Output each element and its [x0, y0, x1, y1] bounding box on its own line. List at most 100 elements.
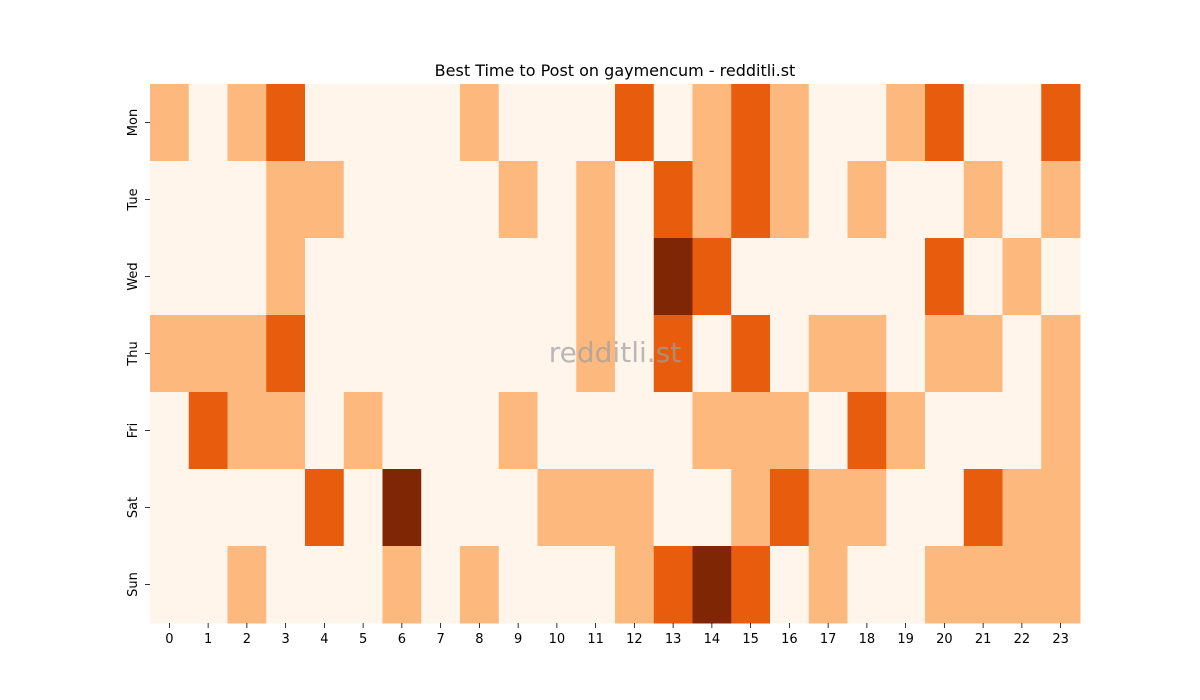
- heatmap-cell-tue-23: [1041, 161, 1081, 239]
- heatmap-cell-sun-23: [1041, 546, 1081, 624]
- heatmap-cell-tue-8: [460, 161, 500, 239]
- x-tick-label: 12: [626, 632, 643, 647]
- heatmap-cell-fri-18: [847, 392, 887, 470]
- heatmap-cell-sat-5: [343, 469, 383, 547]
- y-tick-label: Mon: [126, 109, 141, 136]
- heatmap-cell-mon-18: [847, 84, 887, 162]
- heatmap-cell-sun-1: [188, 546, 228, 624]
- heatmap-cell-fri-8: [460, 392, 500, 470]
- heatmap-cell-tue-19: [886, 161, 926, 239]
- x-tick-label: 2: [243, 632, 251, 647]
- heatmap-cell-sun-13: [653, 546, 693, 624]
- heatmap-cell-fri-23: [1041, 392, 1081, 470]
- heatmap-cell-tue-22: [1002, 161, 1042, 239]
- heatmap-cell-mon-21: [963, 84, 1003, 162]
- heatmap-cell-wed-13: [653, 238, 693, 316]
- heatmap-cell-fri-4: [305, 392, 345, 470]
- x-tick-label: 11: [587, 632, 604, 647]
- heatmap-cell-tue-6: [382, 161, 422, 239]
- x-tick-label: 15: [742, 632, 759, 647]
- heatmap-cell-thu-8: [460, 315, 500, 393]
- heatmap-cell-wed-12: [615, 238, 655, 316]
- heatmap-cell-sat-6: [382, 469, 422, 547]
- heatmap-cell-tue-17: [808, 161, 848, 239]
- heatmap-cell-fri-7: [421, 392, 461, 470]
- heatmap-cell-tue-13: [653, 161, 693, 239]
- heatmap-cell-sun-14: [692, 546, 732, 624]
- y-tick-label: Sat: [126, 497, 141, 518]
- heatmap-cell-wed-0: [150, 238, 190, 316]
- heatmap-cell-sat-15: [731, 469, 771, 547]
- y-tick-label: Tue: [126, 188, 141, 211]
- heatmap-cell-tue-2: [227, 161, 267, 239]
- heatmap-cell-sat-11: [576, 469, 616, 547]
- heatmap-cell-wed-19: [886, 238, 926, 316]
- heatmap-cell-tue-0: [150, 161, 190, 239]
- heatmap-cell-tue-20: [925, 161, 965, 239]
- heatmap-cell-sat-4: [305, 469, 345, 547]
- heatmap-cell-thu-5: [343, 315, 383, 393]
- heatmap-cell-thu-3: [266, 315, 306, 393]
- heatmap-cell-fri-5: [343, 392, 383, 470]
- heatmap-cell-wed-7: [421, 238, 461, 316]
- x-tick-label: 18: [859, 632, 876, 647]
- heatmap-cell-wed-10: [537, 238, 577, 316]
- heatmap-cell-fri-9: [498, 392, 538, 470]
- watermark: redditli.st: [549, 336, 681, 369]
- x-tick-label: 22: [1014, 632, 1031, 647]
- heatmap-cell-tue-12: [615, 161, 655, 239]
- heatmap-cell-fri-2: [227, 392, 267, 470]
- x-tick-label: 1: [204, 632, 212, 647]
- heatmap-cell-sun-3: [266, 546, 306, 624]
- heatmap-cell-sun-20: [925, 546, 965, 624]
- heatmap-cell-mon-5: [343, 84, 383, 162]
- heatmap-cell-sat-7: [421, 469, 461, 547]
- heatmap-cell-mon-7: [421, 84, 461, 162]
- x-tick-label: 3: [281, 632, 289, 647]
- heatmap-cell-mon-22: [1002, 84, 1042, 162]
- heatmap-cell-mon-0: [150, 84, 190, 162]
- heatmap-cell-sun-11: [576, 546, 616, 624]
- x-tick-label: 13: [665, 632, 682, 647]
- heatmap-cell-thu-23: [1041, 315, 1081, 393]
- heatmap-cell-thu-7: [421, 315, 461, 393]
- heatmap-cell-sun-16: [770, 546, 810, 624]
- heatmap-cell-sat-23: [1041, 469, 1081, 547]
- heatmap-cell-thu-11: [576, 315, 616, 393]
- heatmap-cell-wed-18: [847, 238, 887, 316]
- heatmap-cell-mon-4: [305, 84, 345, 162]
- heatmap-cell-mon-19: [886, 84, 926, 162]
- heatmap-cell-fri-10: [537, 392, 577, 470]
- heatmap-cell-tue-16: [770, 161, 810, 239]
- heatmap-cell-sat-13: [653, 469, 693, 547]
- heatmap-cell-fri-16: [770, 392, 810, 470]
- heatmap-cell-wed-20: [925, 238, 965, 316]
- x-tick-label: 10: [549, 632, 566, 647]
- heatmap-cell-sun-9: [498, 546, 538, 624]
- heatmap-cell-sat-9: [498, 469, 538, 547]
- x-tick-label: 5: [359, 632, 367, 647]
- heatmap-cell-mon-12: [615, 84, 655, 162]
- heatmap-cell-sun-18: [847, 546, 887, 624]
- heatmap-cell-thu-10: [537, 315, 577, 393]
- heatmap-cell-tue-5: [343, 161, 383, 239]
- heatmap-cell-tue-11: [576, 161, 616, 239]
- heatmap-cell-wed-2: [227, 238, 267, 316]
- heatmap-cell-thu-0: [150, 315, 190, 393]
- heatmap-cell-mon-2: [227, 84, 267, 162]
- x-tick-label: 6: [398, 632, 406, 647]
- heatmap-cell-thu-20: [925, 315, 965, 393]
- heatmap-cell-wed-17: [808, 238, 848, 316]
- heatmap-cell-mon-23: [1041, 84, 1081, 162]
- heatmap-cell-thu-17: [808, 315, 848, 393]
- heatmap-cell-wed-21: [963, 238, 1003, 316]
- x-tick-label: 19: [897, 632, 914, 647]
- heatmap-cell-sat-8: [460, 469, 500, 547]
- x-tick-label: 14: [704, 632, 721, 647]
- heatmap-cell-sat-14: [692, 469, 732, 547]
- y-tick-label: Sun: [126, 572, 141, 597]
- heatmap-cell-thu-9: [498, 315, 538, 393]
- heatmap-cell-wed-8: [460, 238, 500, 316]
- y-axis: Mon Tue Wed Thu Fri Sat Sun: [126, 109, 150, 597]
